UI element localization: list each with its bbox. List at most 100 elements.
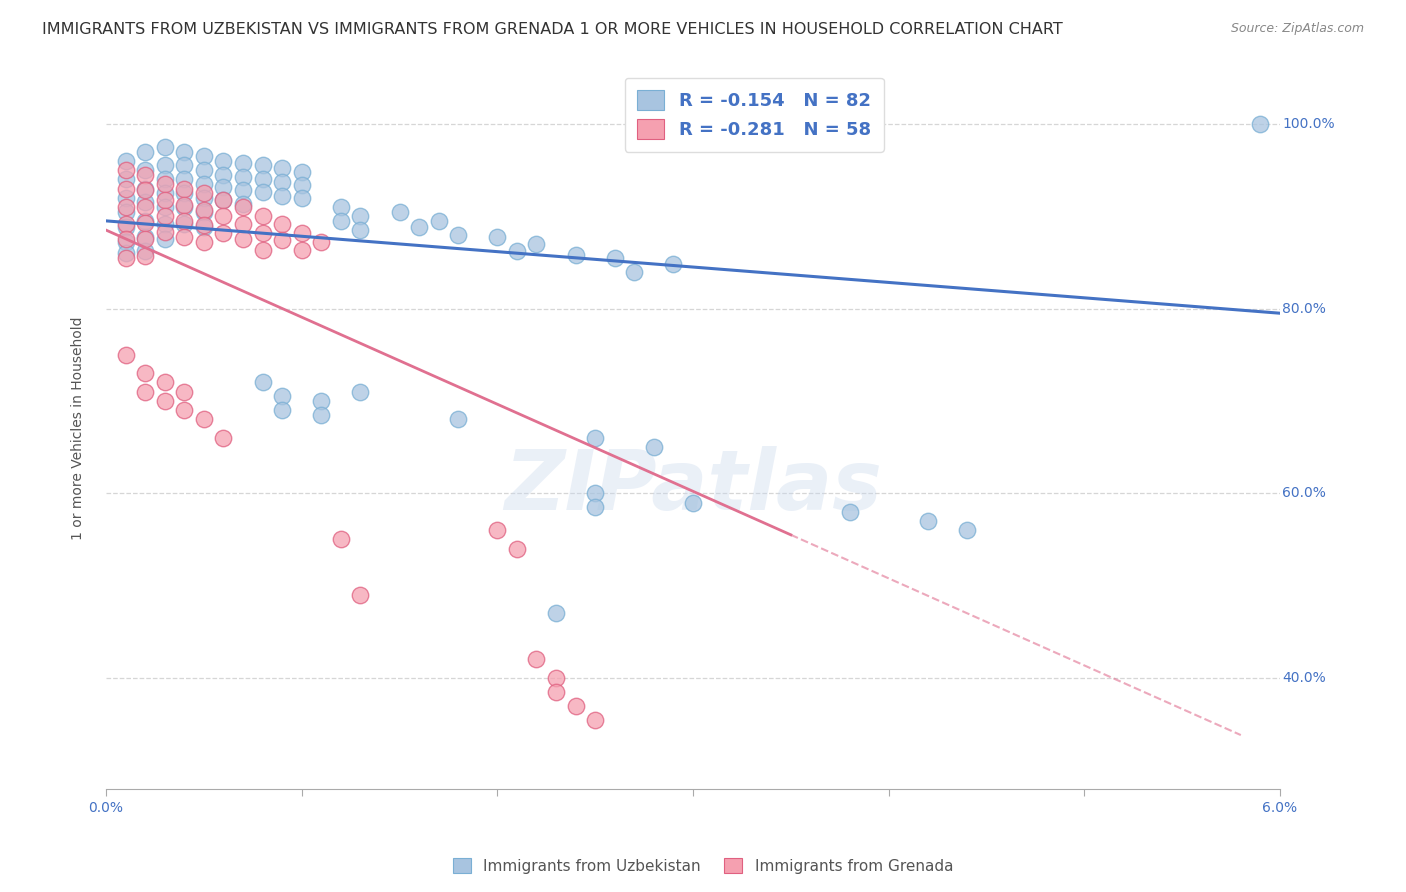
Point [134,216,156,230]
Point [114,251,136,265]
Point [643,440,665,454]
Text: ZIPatlas: ZIPatlas [505,446,882,527]
Point [1249,117,1271,131]
Point [134,163,156,178]
Point [956,523,979,537]
Point [173,145,195,159]
Point [232,183,254,197]
Point [252,209,274,223]
Point [153,193,176,207]
Point [603,251,626,265]
Text: 60.0%: 60.0% [1282,486,1326,500]
Point [427,214,450,228]
Point [447,412,470,426]
Point [193,204,215,219]
Point [153,140,176,154]
Point [173,200,195,214]
Point [311,393,333,408]
Point [134,384,156,399]
Point [193,219,215,233]
Point [271,403,294,417]
Point [506,244,529,259]
Point [349,223,371,237]
Point [134,183,156,197]
Point [173,217,195,231]
Point [252,159,274,173]
Point [564,698,586,713]
Point [134,244,156,259]
Point [682,495,704,509]
Point [232,200,254,214]
Point [173,186,195,201]
Y-axis label: 1 or more Vehicles in Household: 1 or more Vehicles in Household [72,317,86,541]
Point [271,161,294,176]
Point [291,165,314,179]
Point [153,159,176,173]
Point [134,200,156,214]
Point [271,233,294,247]
Point [408,220,430,235]
Point [134,168,156,182]
Point [114,220,136,235]
Point [153,172,176,186]
Point [212,431,235,445]
Point [193,149,215,163]
Point [329,214,352,228]
Point [114,217,136,231]
Point [252,243,274,257]
Point [173,214,195,228]
Point [271,389,294,403]
Point [114,181,136,195]
Point [173,159,195,173]
Point [271,189,294,203]
Point [388,204,411,219]
Point [212,168,235,182]
Point [662,257,685,271]
Point [506,541,529,556]
Text: 40.0%: 40.0% [1282,671,1326,685]
Point [114,163,136,178]
Point [193,202,215,217]
Text: 80.0%: 80.0% [1282,301,1326,316]
Point [153,177,176,191]
Point [134,181,156,195]
Point [544,685,567,699]
Point [114,232,136,246]
Point [153,232,176,246]
Point [212,179,235,194]
Point [193,220,215,235]
Point [838,505,860,519]
Text: IMMIGRANTS FROM UZBEKISTAN VS IMMIGRANTS FROM GRENADA 1 OR MORE VEHICLES IN HOUS: IMMIGRANTS FROM UZBEKISTAN VS IMMIGRANTS… [42,22,1063,37]
Point [917,514,939,528]
Point [349,588,371,602]
Point [153,200,176,214]
Point [232,197,254,211]
Point [134,232,156,246]
Point [271,175,294,189]
Point [271,217,294,231]
Point [311,235,333,249]
Point [252,172,274,186]
Point [583,486,606,500]
Point [114,246,136,260]
Point [134,249,156,263]
Point [329,200,352,214]
Point [173,230,195,244]
Point [583,500,606,515]
Point [526,652,548,666]
Point [349,209,371,223]
Point [291,191,314,205]
Text: Source: ZipAtlas.com: Source: ZipAtlas.com [1230,22,1364,36]
Legend: R = -0.154   N = 82, R = -0.281   N = 58: R = -0.154 N = 82, R = -0.281 N = 58 [624,78,883,152]
Point [193,412,215,426]
Point [329,533,352,547]
Point [134,195,156,210]
Point [173,181,195,195]
Point [291,178,314,192]
Point [193,191,215,205]
Point [212,226,235,240]
Point [232,232,254,246]
Point [114,235,136,249]
Point [486,229,509,244]
Point [153,393,176,408]
